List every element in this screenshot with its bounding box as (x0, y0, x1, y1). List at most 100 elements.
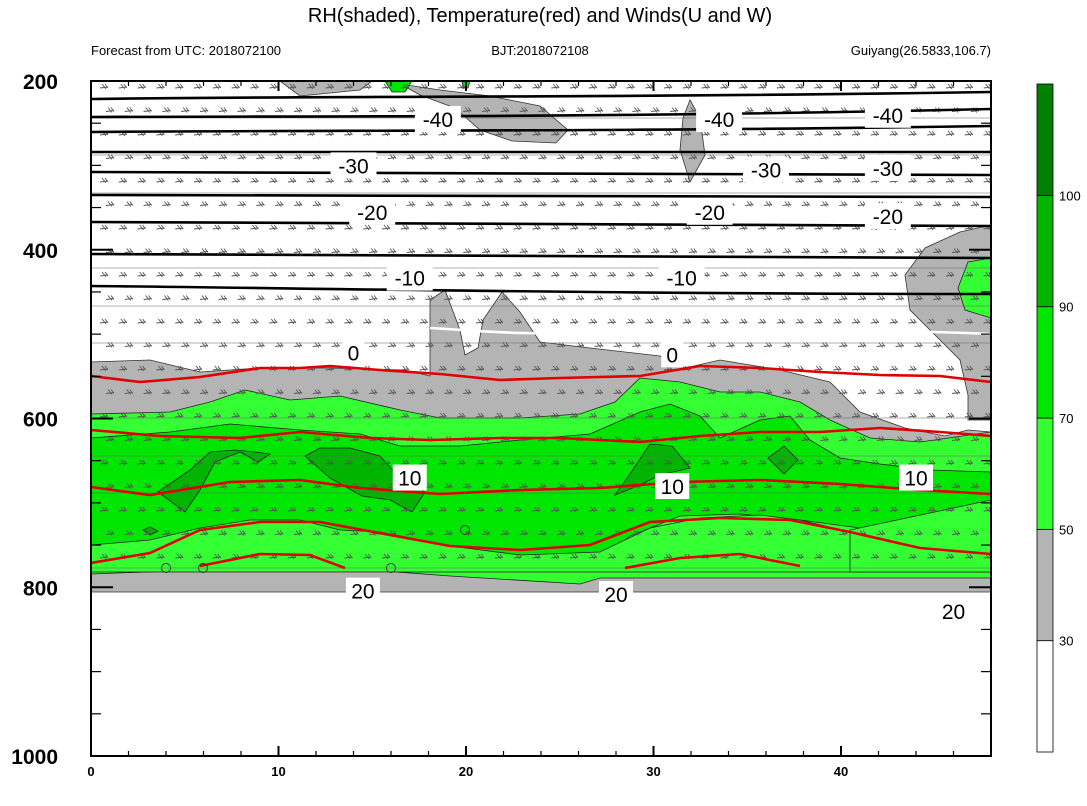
wind-barb (105, 154, 115, 160)
wind-barb (569, 130, 579, 137)
wind-barb (964, 506, 974, 513)
wind-barb (707, 248, 716, 254)
wind-barb (406, 248, 416, 254)
wind-barb (569, 506, 579, 513)
wind-barb (833, 506, 842, 513)
wind-barb (645, 553, 654, 560)
contour-label: 10 (661, 476, 684, 499)
wind-barb (557, 342, 566, 348)
wind-barb (99, 459, 109, 466)
wind-barb (250, 271, 259, 278)
wind-barb (851, 83, 861, 90)
colorbar-tick-label: 90 (1059, 300, 1073, 315)
wind-barb (344, 83, 353, 90)
wind-barb (438, 177, 447, 184)
wind-barb (494, 130, 504, 137)
wind-barb (588, 553, 598, 560)
wind-barb (594, 389, 604, 395)
wind-barb (293, 342, 303, 348)
wind-barb (463, 483, 472, 489)
wind-barb (951, 201, 961, 207)
wind-barb (118, 506, 128, 513)
wind-barb (137, 271, 146, 278)
red-contour-mid (91, 478, 991, 497)
wind-barb (275, 154, 284, 160)
wind-barb (237, 483, 246, 489)
wind-barb (651, 389, 660, 395)
wind-barb (870, 130, 880, 137)
wind-barb (444, 530, 453, 536)
wind-barb (669, 248, 679, 254)
wind-barb (557, 295, 566, 301)
wind-barb (607, 318, 616, 325)
wind-barb (175, 177, 184, 184)
wind-barb (444, 154, 453, 160)
wind-barb (237, 201, 246, 207)
wind-barb (438, 506, 447, 513)
wind-barb (481, 342, 491, 348)
wind-barb (231, 177, 240, 184)
wind-barb (331, 295, 340, 301)
wind-barb (481, 201, 491, 207)
colorbar-cell (1036, 417, 1054, 530)
wind-barb (532, 271, 541, 278)
wind-barb (463, 107, 472, 113)
wind-barb (419, 318, 428, 325)
wind-barb (181, 483, 190, 489)
wind-barb (306, 83, 316, 90)
wind-barb (833, 365, 842, 372)
wind-barb (820, 436, 829, 442)
wind-barb (312, 436, 322, 442)
wind-barb (463, 342, 472, 348)
wind-barb (124, 530, 134, 536)
wind-barb (776, 506, 786, 513)
wind-barb (551, 177, 560, 184)
wind-barb (331, 436, 340, 442)
calm-wind-circles (161, 525, 470, 573)
wind-barb (682, 318, 692, 325)
wind-barb (143, 483, 152, 489)
wind-barb (143, 389, 152, 395)
wind-barb (757, 271, 767, 278)
wind-barb (814, 459, 823, 466)
wind-barb (494, 83, 504, 90)
wind-barb (964, 459, 974, 466)
wind-barb (688, 295, 698, 301)
wind-barb (814, 177, 823, 184)
wind-barb (795, 83, 804, 90)
wind-barb (118, 224, 128, 231)
wind-barb (951, 342, 961, 348)
wind-barb (851, 553, 861, 560)
wind-barb (588, 412, 598, 419)
wind-barb (137, 318, 146, 325)
wind-barb (651, 154, 660, 160)
wind-barb (851, 506, 861, 513)
wind-barb (519, 483, 528, 489)
wind-barb (594, 107, 604, 113)
contour-label-box (743, 156, 789, 183)
wind-barb (613, 342, 622, 348)
x-axis: 0 10 20 30 40 (87, 81, 992, 779)
wind-barb (494, 177, 504, 184)
wind-barb (218, 530, 228, 536)
wind-barb (933, 530, 942, 536)
wind-barb (626, 506, 635, 513)
wind-barb (156, 365, 165, 372)
wind-barb (369, 248, 378, 254)
wind-barb (726, 530, 735, 536)
wind-barb (312, 389, 322, 395)
wind-barb (857, 248, 867, 254)
wind-barb (344, 459, 353, 466)
wind-barb (99, 271, 109, 278)
wind-barb (851, 412, 861, 419)
wind-barb (156, 459, 165, 466)
wind-barb (419, 459, 428, 466)
wind-barb (513, 224, 522, 231)
wind-barb (914, 154, 923, 160)
wind-barb (381, 506, 391, 513)
wind-barb (569, 83, 579, 90)
wind-barb (757, 83, 767, 90)
wind-barb (870, 83, 880, 90)
wind-barb (369, 389, 378, 395)
wind-barb (801, 295, 810, 301)
